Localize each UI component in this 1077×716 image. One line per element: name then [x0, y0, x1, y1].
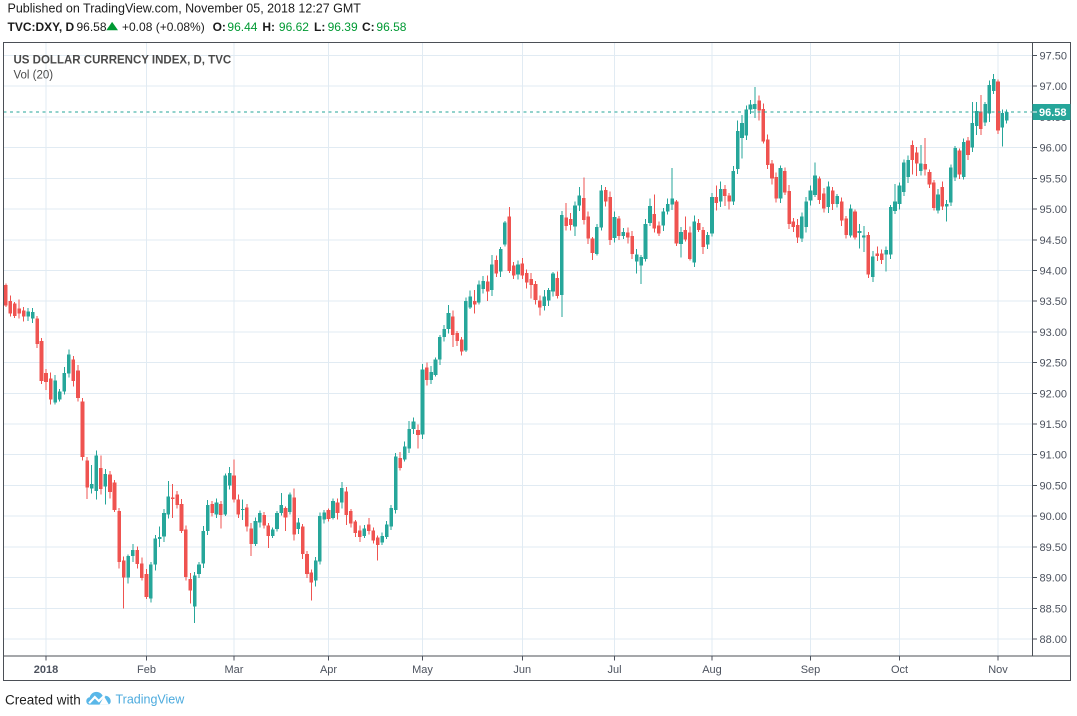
svg-text:88.50: 88.50: [1040, 603, 1068, 615]
svg-text:Jun: Jun: [513, 664, 531, 676]
svg-text:L:: L:: [314, 20, 325, 34]
svg-text:96.39: 96.39: [328, 20, 358, 34]
svg-text:Nov: Nov: [988, 664, 1008, 676]
svg-text:94.00: 94.00: [1040, 266, 1068, 278]
svg-text:92.50: 92.50: [1040, 358, 1068, 370]
svg-text:2018: 2018: [34, 664, 58, 676]
svg-text:Vol (20): Vol (20): [14, 70, 54, 82]
svg-text:O:: O:: [213, 20, 226, 34]
svg-text:88.00: 88.00: [1040, 634, 1068, 646]
svg-text:Aug: Aug: [702, 664, 722, 676]
svg-text:96.44: 96.44: [227, 20, 257, 34]
svg-text:90.00: 90.00: [1040, 511, 1068, 523]
svg-text:96.62: 96.62: [279, 20, 309, 34]
svg-text:93.50: 93.50: [1040, 296, 1068, 308]
svg-text:89.00: 89.00: [1040, 573, 1068, 585]
svg-text:94.50: 94.50: [1040, 235, 1068, 247]
svg-text:Published on TradingView.com,: Published on TradingView.com, November 0…: [8, 1, 362, 15]
svg-text:TradingView: TradingView: [116, 693, 186, 707]
svg-text:96.58: 96.58: [376, 20, 406, 34]
svg-text:H:: H:: [262, 20, 275, 34]
svg-text:97.50: 97.50: [1040, 51, 1068, 63]
svg-text:96.00: 96.00: [1040, 143, 1068, 155]
svg-text:93.00: 93.00: [1040, 327, 1068, 339]
svg-text:Jul: Jul: [607, 664, 621, 676]
svg-text:96.58: 96.58: [1039, 107, 1067, 119]
svg-text:May: May: [412, 664, 433, 676]
svg-text:US DOLLAR CURRENCY INDEX, D, T: US DOLLAR CURRENCY INDEX, D, TVC: [14, 55, 232, 67]
svg-text:Oct: Oct: [891, 664, 908, 676]
svg-text:92.00: 92.00: [1040, 388, 1068, 400]
svg-text:+0.08 (+0.08%): +0.08 (+0.08%): [122, 20, 205, 34]
svg-text:Feb: Feb: [137, 664, 156, 676]
svg-text:91.00: 91.00: [1040, 450, 1068, 462]
svg-text:95.00: 95.00: [1040, 204, 1068, 216]
svg-text:TVC:DXY, D: TVC:DXY, D: [8, 20, 75, 34]
svg-text:95.50: 95.50: [1040, 173, 1068, 185]
svg-text:Mar: Mar: [225, 664, 244, 676]
svg-text:Sep: Sep: [801, 664, 821, 676]
svg-text:91.50: 91.50: [1040, 419, 1068, 431]
svg-text:C:: C:: [362, 20, 375, 34]
svg-text:96.58: 96.58: [77, 20, 107, 34]
svg-text:89.50: 89.50: [1040, 542, 1068, 554]
svg-text:97.00: 97.00: [1040, 81, 1068, 93]
svg-text:90.50: 90.50: [1040, 480, 1068, 492]
svg-text:Apr: Apr: [320, 664, 337, 676]
svg-text:Created with: Created with: [5, 692, 81, 707]
